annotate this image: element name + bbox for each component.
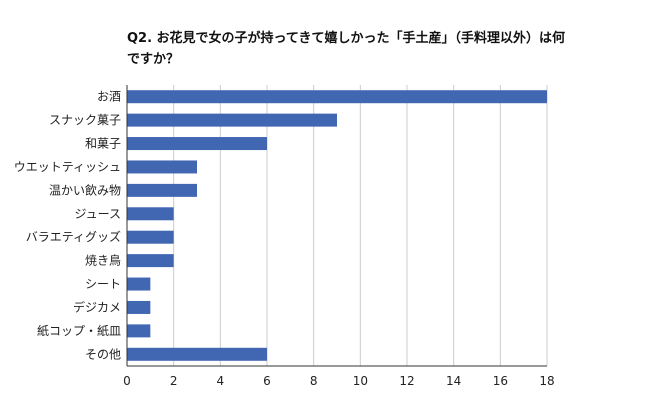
x-tick-label-1: 2	[170, 374, 178, 388]
category-label-11: その他	[85, 347, 121, 361]
category-label-10: 紙コップ・紙皿	[37, 323, 121, 338]
category-label-3: ウエットティッシュ	[14, 160, 121, 174]
x-tick-label-4: 8	[310, 374, 318, 388]
x-tick-label-6: 12	[399, 374, 414, 388]
category-label-4: 温かい飲み物	[49, 182, 121, 197]
category-label-7: 焼き鳥	[85, 253, 121, 268]
bar-9	[127, 300, 151, 314]
bar-7	[127, 254, 174, 268]
x-tick-label-8: 16	[493, 374, 508, 388]
category-label-2: 和菓子	[85, 137, 121, 151]
x-tick-label-3: 6	[263, 374, 271, 388]
bar-1	[127, 113, 337, 127]
category-label-9: デジカメ	[73, 299, 121, 314]
bar-4	[127, 183, 197, 197]
x-tick-label-7: 14	[446, 374, 461, 388]
category-label-6: バラエティグッズ	[26, 229, 121, 244]
category-label-1: スナック菓子	[49, 113, 121, 127]
x-tick-label-0: 0	[123, 374, 131, 388]
category-label-0: お酒	[97, 90, 121, 104]
bar-10	[127, 324, 151, 338]
bar-0	[127, 90, 547, 104]
x-tick-label-2: 4	[217, 374, 225, 388]
chart-title: Q2. お花見で女の子が持ってきて嬉しかった「手土産」（手料理以外）は何ですか？	[127, 31, 566, 67]
category-label-8: シート	[85, 277, 121, 291]
bar-11	[127, 347, 267, 361]
bar-5	[127, 207, 174, 221]
bar-6	[127, 230, 174, 244]
x-tick-label-5: 10	[353, 374, 368, 388]
bar-3	[127, 160, 197, 174]
x-tick-label-9: 18	[539, 374, 554, 388]
category-label-5: ジュース	[74, 207, 121, 221]
bar-2	[127, 137, 267, 151]
bar-8	[127, 277, 151, 291]
